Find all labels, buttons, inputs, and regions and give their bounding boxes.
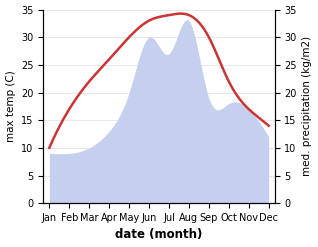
Y-axis label: max temp (C): max temp (C) [5, 70, 16, 142]
Y-axis label: med. precipitation (kg/m2): med. precipitation (kg/m2) [302, 36, 313, 176]
X-axis label: date (month): date (month) [115, 228, 203, 242]
